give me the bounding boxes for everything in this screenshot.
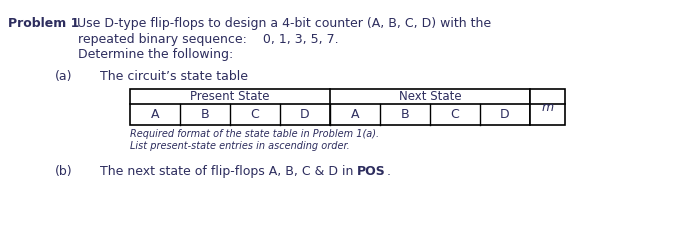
Text: B: B: [201, 108, 209, 121]
Text: Use D-type flip-flops to design a 4-bit counter (A, B, C, D) with the: Use D-type flip-flops to design a 4-bit …: [73, 17, 491, 30]
Text: .: .: [386, 165, 390, 178]
Text: m: m: [541, 100, 554, 114]
Text: B: B: [401, 108, 410, 121]
Text: Present State: Present State: [191, 90, 270, 102]
Text: POS: POS: [358, 165, 386, 178]
Text: D: D: [300, 108, 310, 121]
Text: repeated binary sequence:    0, 1, 3, 5, 7.: repeated binary sequence: 0, 1, 3, 5, 7.: [78, 33, 339, 46]
Bar: [130, 89, 530, 125]
Text: A: A: [151, 108, 159, 121]
Text: List present-state entries in ascending order.: List present-state entries in ascending …: [130, 141, 350, 151]
Text: Required format of the state table in Problem 1(a).: Required format of the state table in Pr…: [130, 129, 379, 139]
Text: The circuit’s state table: The circuit’s state table: [100, 70, 248, 83]
Text: The next state of flip-flops A, B, C & D in: The next state of flip-flops A, B, C & D…: [100, 165, 358, 178]
Text: C: C: [251, 108, 259, 121]
Text: Determine the following:: Determine the following:: [78, 48, 234, 61]
Text: A: A: [351, 108, 359, 121]
Text: C: C: [450, 108, 459, 121]
Text: Problem 1: Problem 1: [8, 17, 80, 30]
Text: D: D: [500, 108, 510, 121]
Bar: [530, 89, 565, 125]
Text: Next State: Next State: [398, 90, 462, 102]
Text: (b): (b): [55, 165, 73, 178]
Text: (a): (a): [55, 70, 73, 83]
